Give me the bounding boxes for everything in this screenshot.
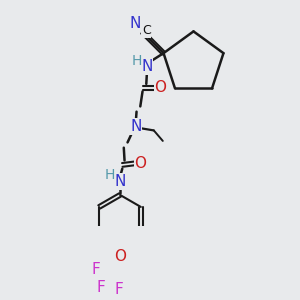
Text: N: N bbox=[141, 59, 153, 74]
Text: F: F bbox=[114, 282, 123, 297]
Text: H: H bbox=[105, 168, 116, 182]
Text: O: O bbox=[114, 249, 126, 264]
Text: N: N bbox=[130, 119, 142, 134]
Text: H: H bbox=[131, 54, 142, 68]
Text: O: O bbox=[154, 80, 166, 95]
Text: N: N bbox=[129, 16, 141, 31]
Text: O: O bbox=[134, 156, 146, 171]
Text: F: F bbox=[92, 262, 100, 277]
Text: N: N bbox=[114, 174, 126, 189]
Text: F: F bbox=[97, 280, 106, 296]
Text: C: C bbox=[142, 24, 151, 37]
